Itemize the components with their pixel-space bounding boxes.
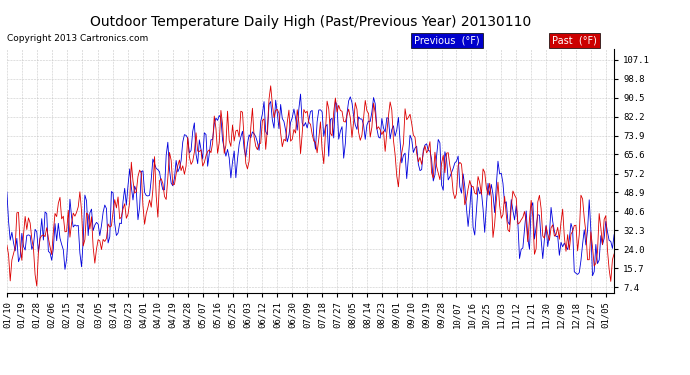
Text: Copyright 2013 Cartronics.com: Copyright 2013 Cartronics.com xyxy=(7,34,148,43)
Text: Previous  (°F): Previous (°F) xyxy=(414,36,480,45)
Text: Outdoor Temperature Daily High (Past/Previous Year) 20130110: Outdoor Temperature Daily High (Past/Pre… xyxy=(90,15,531,29)
Text: Past  (°F): Past (°F) xyxy=(552,36,597,45)
